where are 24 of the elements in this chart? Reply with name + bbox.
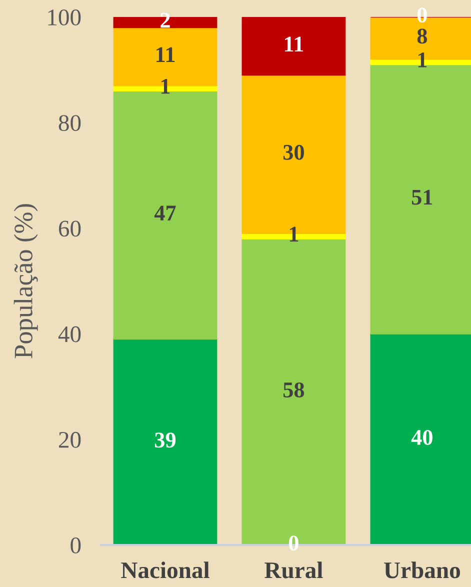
x-tick-label: Urbano — [384, 562, 460, 578]
y-tick-label: 20 — [58, 432, 81, 448]
data-label: 2 — [160, 12, 170, 28]
y-tick-label: 100 — [48, 9, 81, 26]
y-axis-title: População (%) — [14, 204, 38, 358]
data-label: 1 — [161, 78, 170, 94]
bar — [242, 17, 346, 76]
data-label: 40 — [411, 430, 432, 445]
data-label: 39 — [154, 432, 176, 448]
y-tick-label: 60 — [58, 220, 81, 237]
x-tick-label: Nacional — [121, 562, 210, 578]
y-tick-label: 40 — [58, 326, 81, 342]
data-label: 11 — [284, 36, 304, 52]
data-label: 11 — [156, 47, 175, 62]
data-label: 47 — [154, 206, 176, 220]
y-tick-label: 0 — [70, 537, 81, 554]
x-tick-label: Rural — [264, 562, 323, 578]
data-label: 1 — [290, 226, 298, 242]
data-label: 1 — [418, 52, 427, 68]
data-label: 30 — [283, 144, 304, 160]
data-label: 51 — [412, 190, 432, 205]
y-tick-label: 80 — [58, 115, 81, 132]
data-label: 58 — [283, 382, 304, 398]
data-label: 8 — [417, 28, 427, 44]
